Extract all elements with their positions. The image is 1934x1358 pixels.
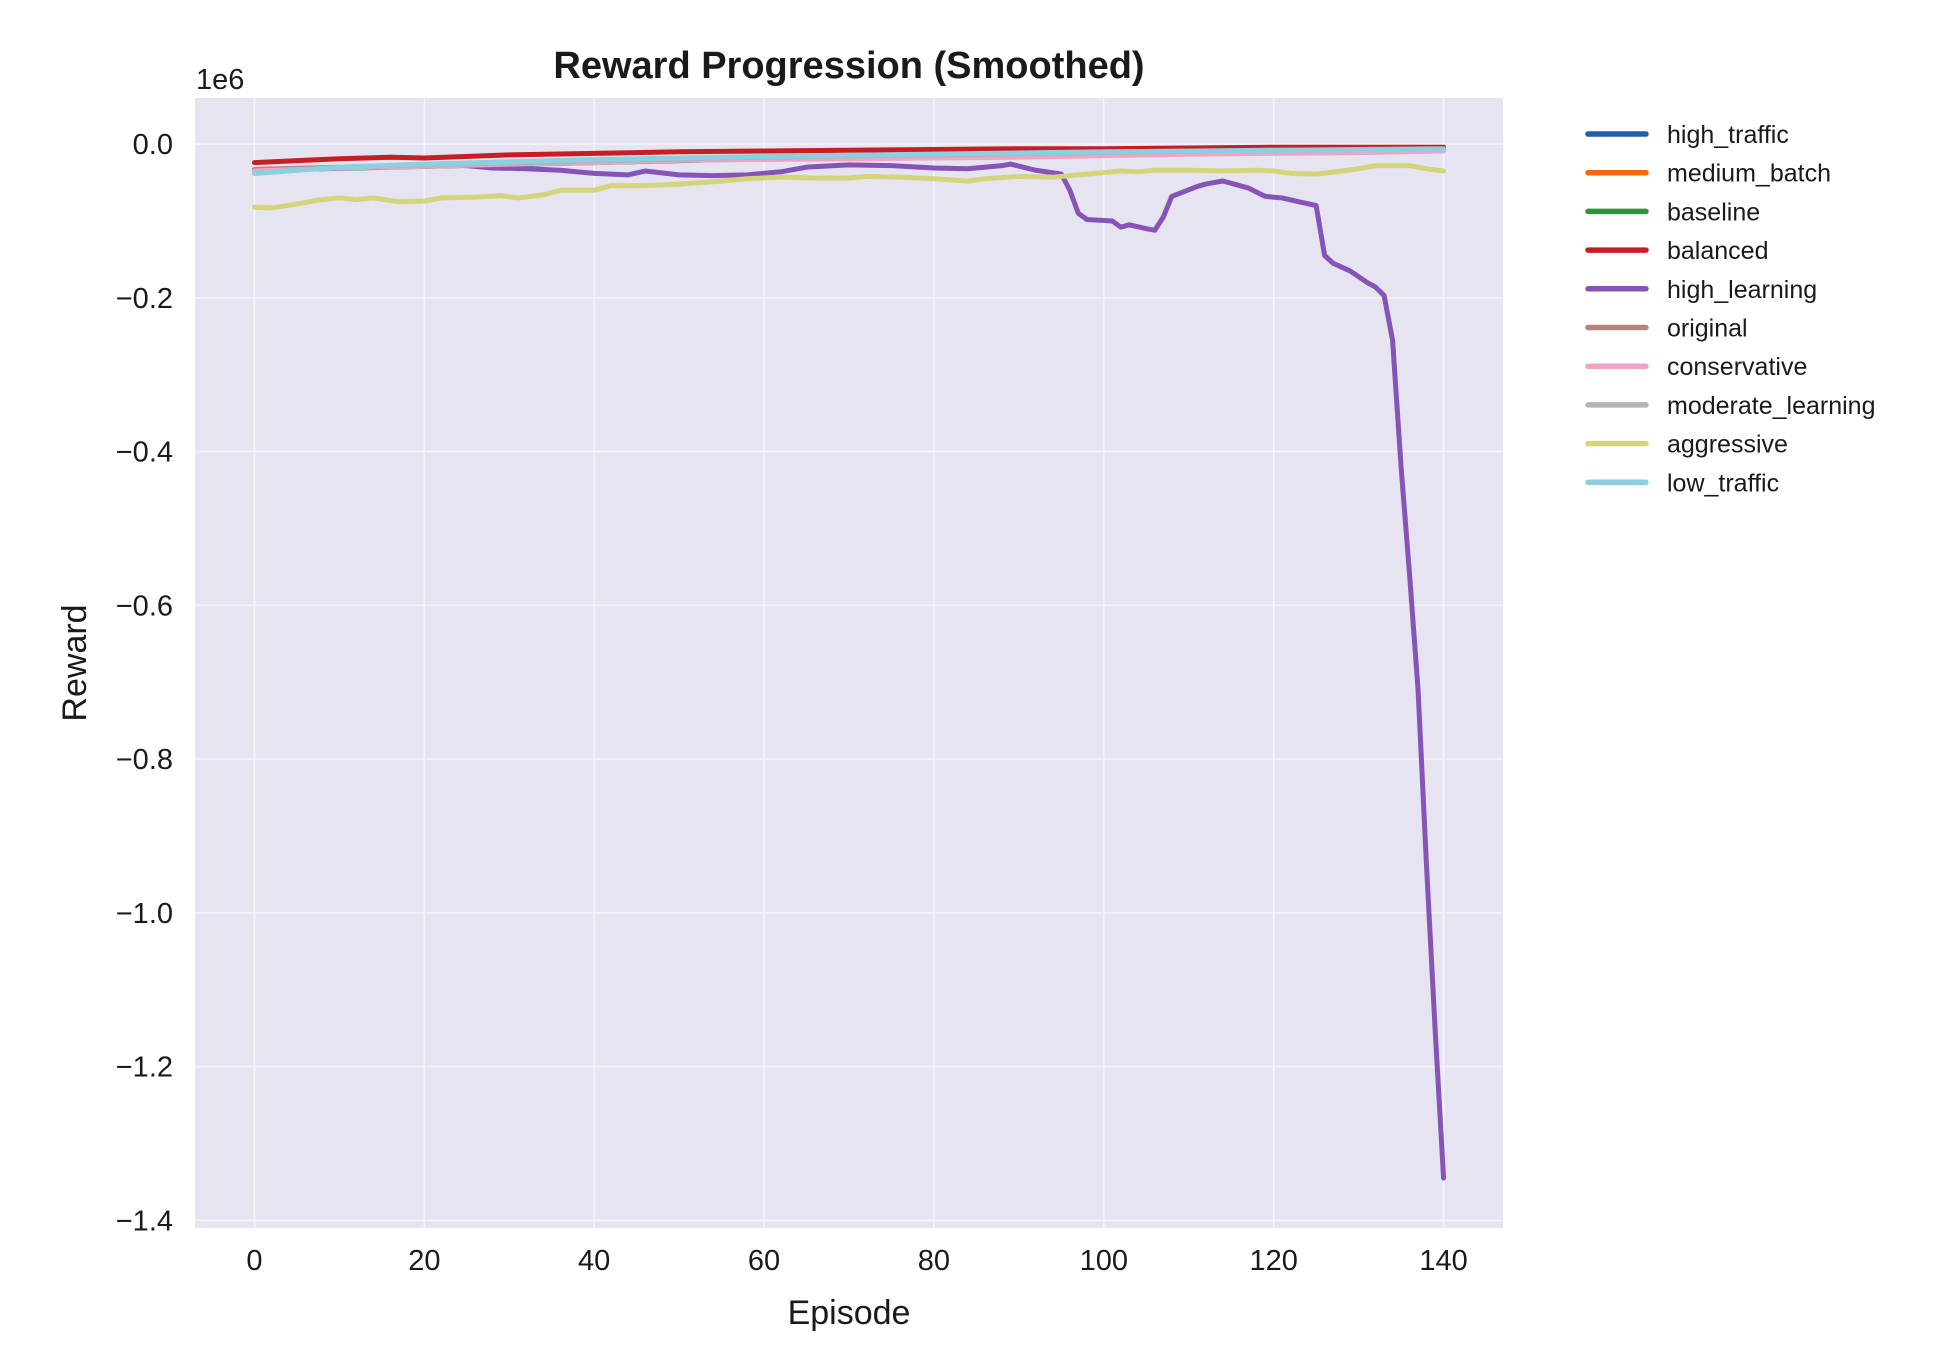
y-tick-label: −0.4	[116, 437, 173, 469]
legend-label: original	[1667, 315, 1748, 343]
x-axis-label: Episode	[788, 1294, 911, 1332]
y-tick-label: −1.0	[116, 898, 173, 930]
legend: high_traffic medium_batch baseline balanced…	[1585, 121, 1875, 497]
y-tick-label: −1.2	[116, 1052, 173, 1084]
x-tick-label: 20	[408, 1245, 440, 1277]
x-tick-label: 80	[918, 1245, 950, 1277]
legend-label: baseline	[1667, 198, 1760, 226]
legend-label: balanced	[1667, 237, 1768, 265]
y-tick-label: −1.4	[116, 1205, 173, 1237]
series-line-aggressive	[251, 163, 1447, 211]
legend-label: high_learning	[1667, 276, 1817, 304]
series-lines	[251, 144, 1447, 1181]
legend-label: conservative	[1667, 353, 1807, 381]
x-tick-labels: 0 20 40 60 80 100 120 140	[246, 1245, 1467, 1277]
legend-label: moderate_learning	[1667, 392, 1875, 420]
y-tick-label: −0.6	[116, 590, 173, 622]
x-tick-label: 40	[578, 1245, 610, 1277]
series-line-low_traffic	[251, 147, 1447, 176]
plot-area	[195, 98, 1503, 1228]
y-tick-label: −0.8	[116, 744, 173, 776]
series-line-balanced	[251, 144, 1447, 166]
y-tick-labels: 0.0 −0.2 −0.4 −0.6 −0.8 −1.0 −1.2 −1.4	[116, 129, 173, 1237]
y-axis-label: Reward	[56, 604, 94, 721]
x-tick-label: 0	[246, 1245, 262, 1277]
y-tick-label: 0.0	[133, 129, 173, 161]
legend-label: medium_batch	[1667, 160, 1831, 188]
legend-label: aggressive	[1667, 431, 1788, 459]
y-scale-label: 1e6	[196, 64, 244, 96]
legend-label: low_traffic	[1667, 469, 1779, 497]
y-tick-label: −0.2	[116, 283, 173, 315]
x-tick-label: 60	[748, 1245, 780, 1277]
legend-label: high_traffic	[1667, 121, 1789, 149]
x-tick-label: 140	[1419, 1245, 1467, 1277]
grid-lines	[195, 98, 1503, 1228]
x-tick-label: 120	[1249, 1245, 1297, 1277]
series-line-high_learning	[251, 161, 1447, 1181]
chart-title: Reward Progression (Smoothed)	[553, 45, 1144, 87]
x-tick-label: 100	[1080, 1245, 1128, 1277]
